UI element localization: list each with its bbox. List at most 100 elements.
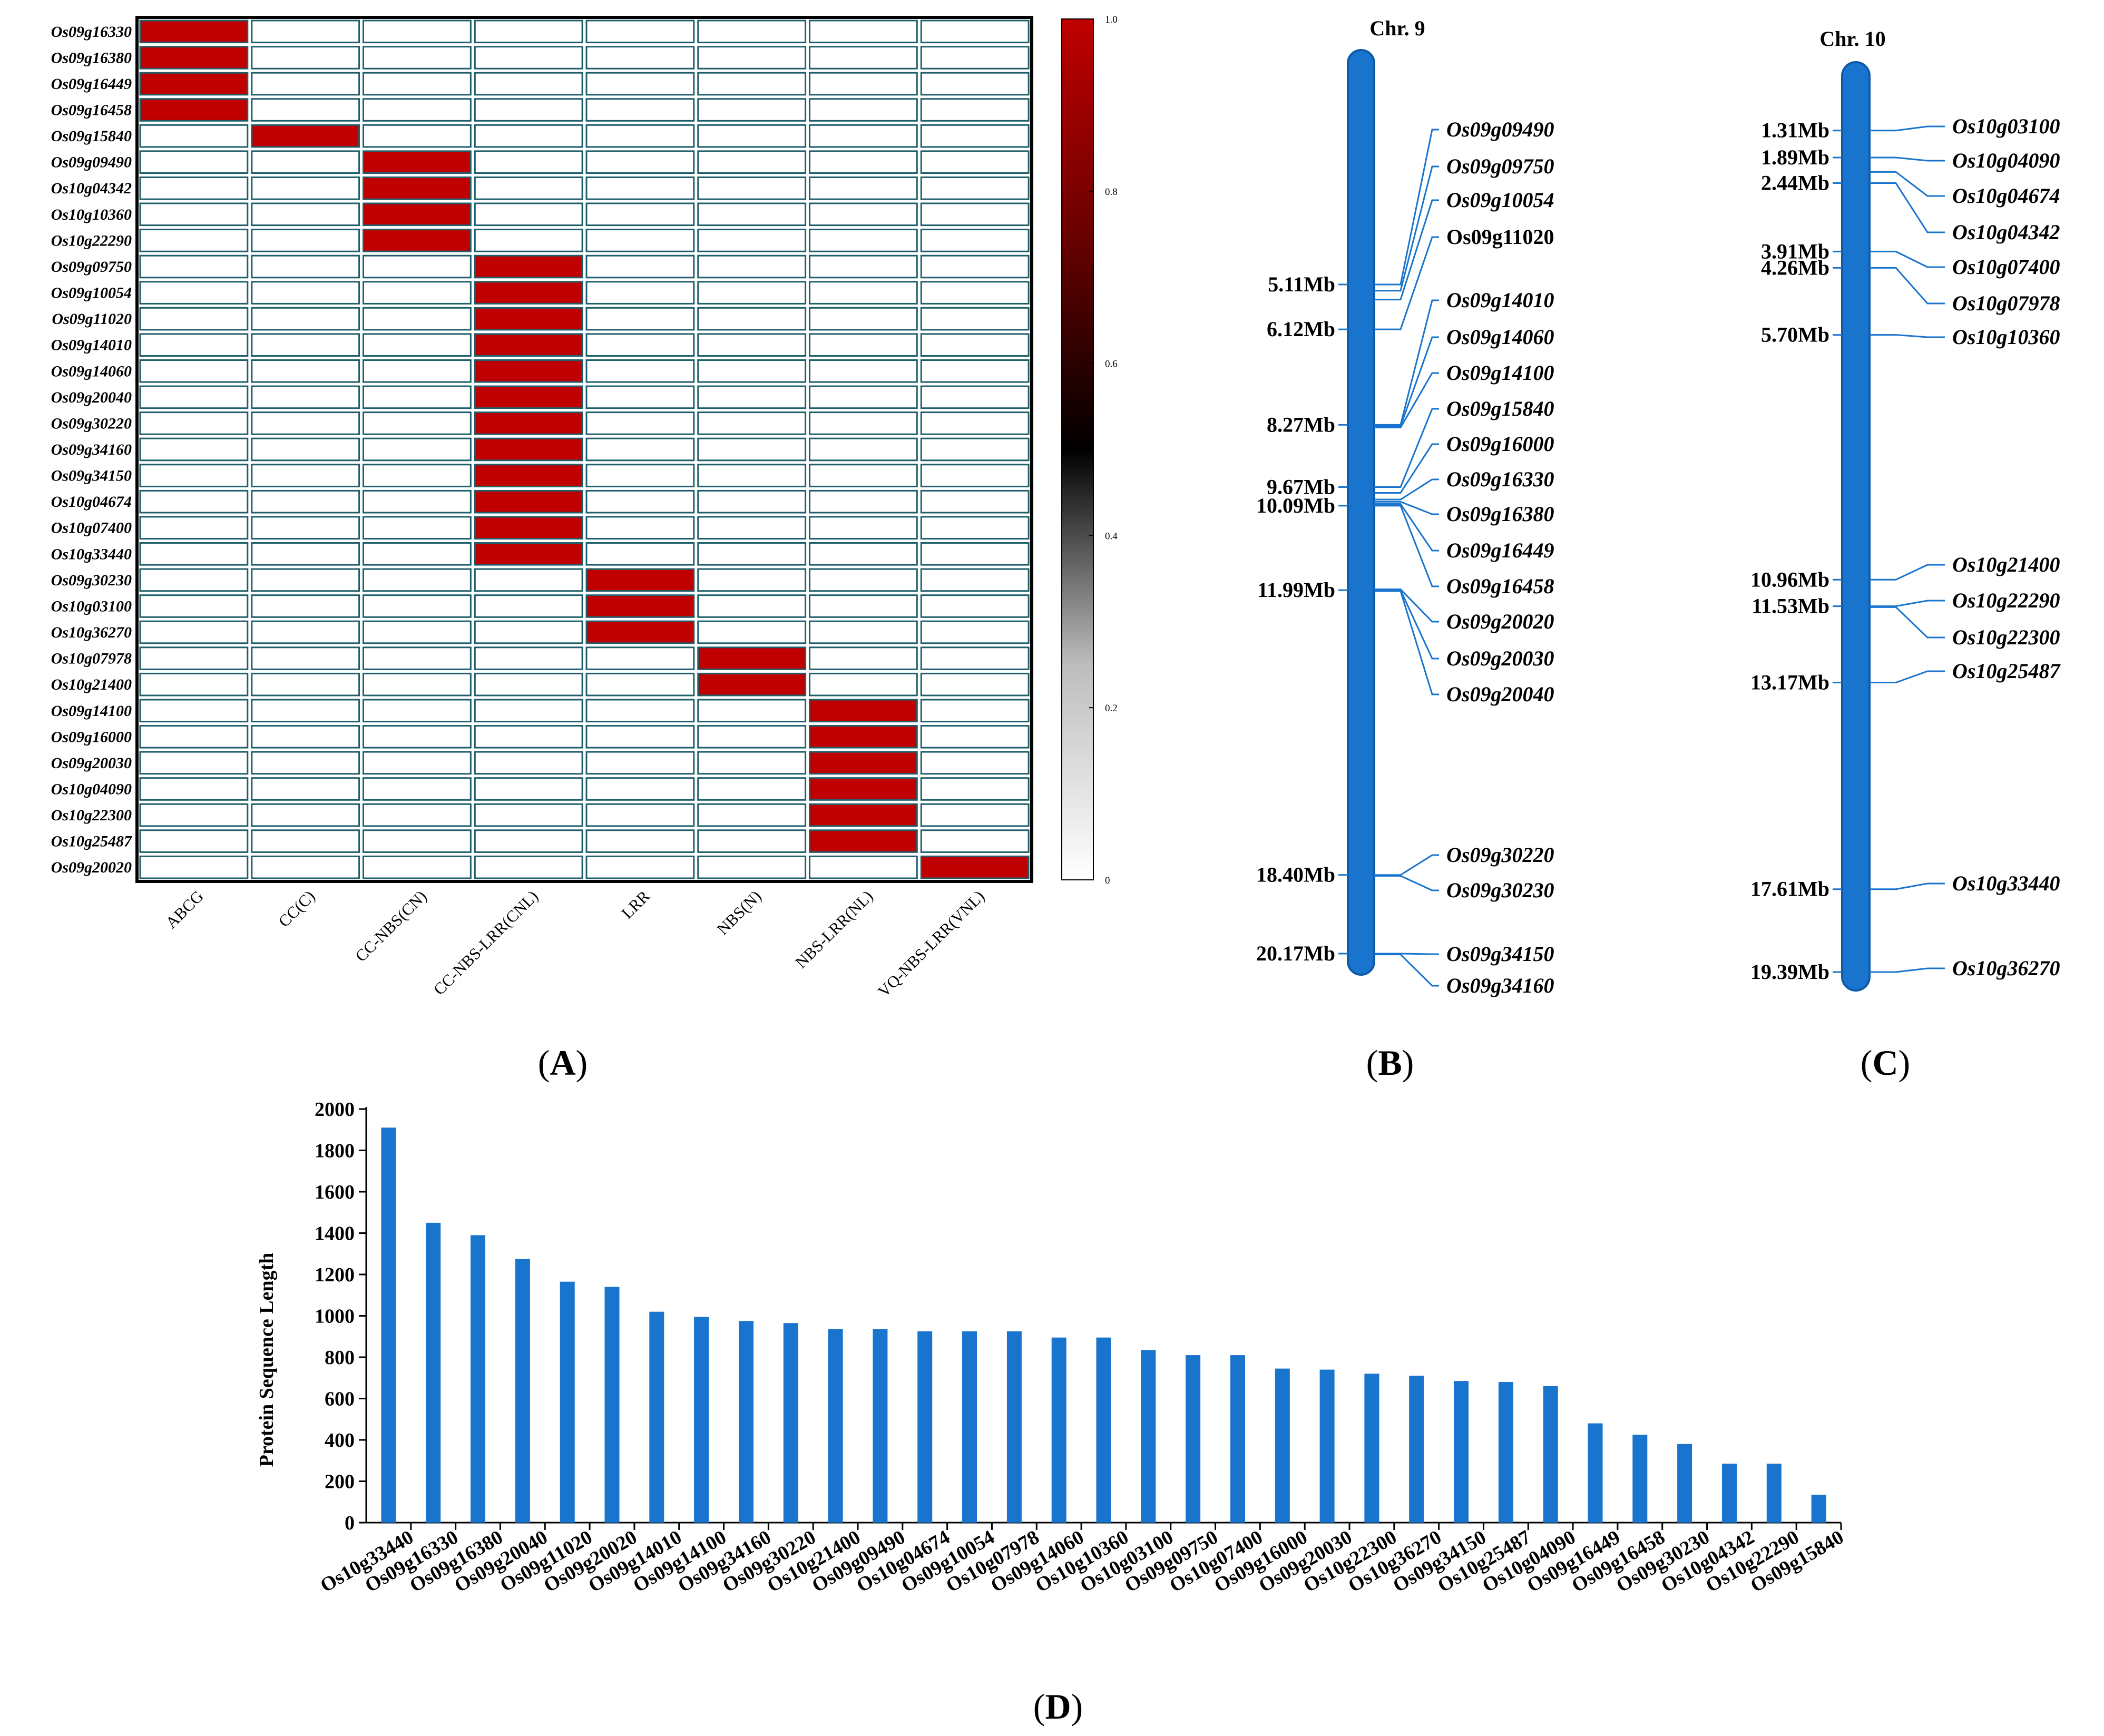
position-label: 5.11Mb [1268,272,1335,296]
gene-label: Os09g16449 [1446,538,1554,562]
heatmap-column-labels: ABCG CC(C) CC-NBS(CN) CC-NBS-LRR(CNL) LRR NBS… [162,887,988,1001]
heatmap-row-label: Os10g25487 [51,833,132,850]
heatmap-cell [251,699,360,723]
gene-label: Os10g25487 [1952,659,2061,683]
gene-label: Os10g10360 [1952,325,2060,349]
heatmap-cell [809,333,918,357]
heatmap-cell [697,777,807,801]
colorbar-tick-label: 0.4 [1105,531,1118,542]
gene-label: Os09g14010 [1446,288,1554,312]
bar-Os09g30230 [1677,1444,1692,1523]
heatmap-cell [139,202,249,227]
heatmap-cell [920,72,1030,96]
heatmap-cell [585,464,695,487]
gene-connector-line [1374,165,1439,292]
heatmap-cell [363,516,472,540]
heatmap-cell [474,202,583,227]
heatmap-cell-filled [809,699,918,723]
heatmap-cell-filled [363,202,472,227]
heatmap-cell [585,385,695,409]
heatmap-cell [474,829,583,853]
heatmap-cell [920,176,1030,200]
heatmap-cell [363,385,472,409]
colorbar-tick-label: 0 [1105,875,1110,886]
heatmap-cell [697,855,807,879]
heatmap-cell [920,489,1030,514]
heatmap-cell-filled [474,281,583,305]
heatmap-cell-filled [585,620,695,644]
heatmap-cell [363,699,472,723]
heatmap-cell [697,411,807,435]
position-label: 19.39Mb [1750,960,1829,984]
heatmap-cell [251,229,360,252]
position-label: 18.40Mb [1256,863,1335,887]
heatmap-cell-filled [474,333,583,357]
heatmap-cell [920,594,1030,618]
heatmap-cell [585,333,695,357]
heatmap-column-label: CC-NBS-LRR(CNL) [430,887,542,998]
bar-Os10g22300 [1364,1374,1379,1523]
heatmap-cell-filled [363,176,472,200]
bar-Os09g16000 [1275,1368,1290,1523]
chromosome-bar [1347,49,1375,976]
heatmap-row-label: Os09g09490 [51,154,132,171]
heatmap-cell [809,855,918,879]
heatmap-cell [697,594,807,618]
heatmap-cell [585,542,695,566]
heatmap-cell [809,516,918,540]
heatmap-cell [585,254,695,279]
heatmap-row-label: Os09g15840 [51,127,132,145]
heatmap-cell-filled [474,464,583,487]
heatmap-cell [363,568,472,592]
bar-Os09g14060 [1051,1337,1066,1523]
heatmap-cell [139,672,249,697]
heatmap-cell [585,229,695,252]
heatmap-cell [363,542,472,566]
heatmap-cell [474,229,583,252]
heatmap-row-label: Os09g34160 [51,441,132,458]
heatmap-cell [920,359,1030,383]
heatmap-cell [139,699,249,723]
heatmap-cell [920,568,1030,592]
heatmap-cell [920,464,1030,487]
heatmap-cell-filled [474,542,583,566]
gene-connector-line [1870,171,1945,197]
heatmap-cell [363,124,472,148]
heatmap-cell [809,437,918,462]
heatmap-cell [585,751,695,775]
heatmap-cell [585,281,695,305]
heatmap-cell [809,359,918,383]
heatmap-cell [139,777,249,801]
heatmap-cell [363,333,472,357]
gene-connector-line [1374,954,1439,987]
heatmap-cell [251,46,360,70]
bar-Os09g16330 [426,1222,441,1523]
heatmap-cell [920,411,1030,435]
heatmap-row-label: Os10g04342 [51,180,132,197]
heatmap-cell [697,46,807,70]
heatmap-cell [139,176,249,200]
bar-Os10g21400 [828,1329,843,1523]
gene-label: Os09g16330 [1446,467,1554,491]
gene-connector-line [1374,590,1439,695]
heatmap-cell-filled [809,777,918,801]
y-axis-tick-label: 400 [325,1429,355,1451]
heatmap-cell [920,150,1030,174]
gene-connector-line [1870,334,1945,338]
gene-connector-line [1870,600,1945,607]
heatmap-row-label: Os10g21400 [51,676,132,693]
gene-connector-line [1870,564,1945,581]
position-label: 1.31Mb [1761,119,1829,142]
gene-label: Os10g04674 [1952,184,2060,208]
gene-label: Os09g20020 [1446,610,1554,633]
heatmap-cell [363,594,472,618]
colorbar-gradient [1061,18,1094,880]
heatmap-cell [363,855,472,879]
heatmap-cell [474,176,583,200]
heatmap-cell [139,725,249,749]
bar-Os10g04090 [1543,1386,1558,1523]
heatmap-cell [139,646,249,670]
heatmap-cell [139,359,249,383]
gene-connector-line [1374,129,1439,286]
